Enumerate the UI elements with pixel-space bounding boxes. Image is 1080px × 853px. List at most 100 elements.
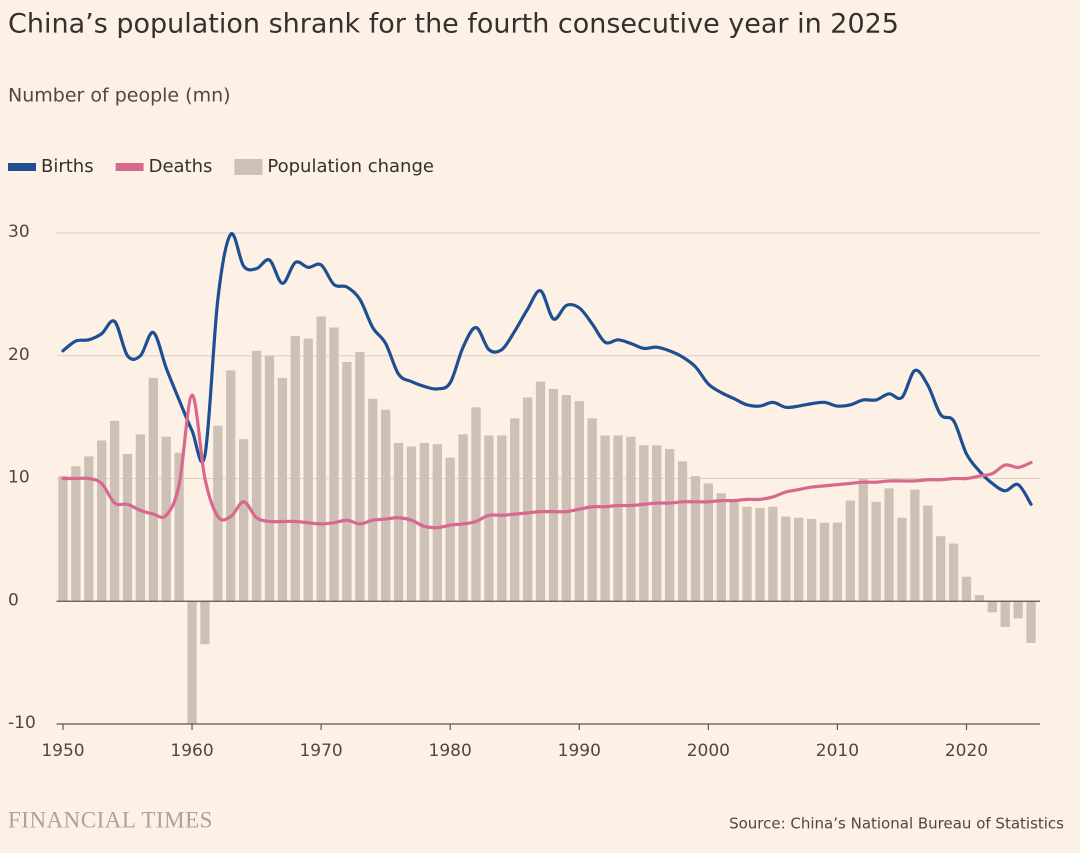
x-tick-label: 1970 <box>299 741 342 761</box>
bar <box>716 493 726 602</box>
bar <box>510 418 520 602</box>
bar <box>406 446 417 602</box>
bar <box>948 543 959 602</box>
plot-area: -10 0 10 20 30 1950 1960 1970 1980 1990 2000 2010 20… <box>8 222 1040 761</box>
bar <box>936 536 946 602</box>
chart-subtitle: Number of people (mn) <box>8 85 231 107</box>
bar <box>639 445 649 602</box>
bar <box>303 338 313 602</box>
bar <box>535 381 546 602</box>
x-tick-label: 2010 <box>816 741 859 761</box>
legend-swatch <box>234 159 263 175</box>
bar <box>561 395 572 602</box>
bar <box>71 466 81 602</box>
bar <box>200 601 210 645</box>
bar <box>677 461 688 602</box>
bar <box>871 501 881 602</box>
bar <box>613 435 623 602</box>
bar <box>355 352 365 602</box>
bar <box>574 401 584 602</box>
bar <box>664 449 675 602</box>
bar <box>458 434 468 602</box>
bar <box>484 435 494 602</box>
bar <box>961 576 972 602</box>
bar <box>832 522 843 602</box>
x-tick-label: 1960 <box>170 741 213 761</box>
y-tick-label: 0 <box>8 590 19 610</box>
bar <box>239 439 249 602</box>
bar <box>497 435 507 602</box>
bar <box>122 453 133 602</box>
bar <box>84 456 94 602</box>
legend: Births Deaths Population change <box>8 156 434 177</box>
bar <box>703 483 713 602</box>
y-tick-label: -10 <box>8 713 36 733</box>
bar <box>974 595 985 602</box>
legend-label: Births <box>41 156 94 177</box>
bar <box>58 476 68 602</box>
brand: FINANCIAL TIMES <box>8 807 213 832</box>
bar <box>277 377 288 602</box>
bar <box>729 499 739 602</box>
lines <box>61 232 1033 530</box>
bar <box>884 488 894 602</box>
line <box>61 393 1033 530</box>
legend-label: Deaths <box>149 156 213 177</box>
bar <box>794 517 804 602</box>
bar <box>690 476 701 602</box>
y-tick-label: 30 <box>8 222 30 242</box>
legend-swatch <box>115 163 144 171</box>
x-tick-label: 2020 <box>945 741 988 761</box>
bar <box>600 435 610 602</box>
bar <box>381 409 391 602</box>
bar <box>251 350 262 602</box>
bar <box>264 355 275 602</box>
bar <box>768 506 778 602</box>
bar <box>148 377 158 602</box>
bar <box>471 407 481 602</box>
bar <box>781 516 791 602</box>
bar <box>910 489 920 602</box>
bar <box>342 361 352 602</box>
bar <box>226 370 236 602</box>
bar <box>161 436 171 602</box>
chart-title: China’s population shrank for the fourth… <box>8 9 899 40</box>
x-tick-label: 1950 <box>41 741 84 761</box>
bar <box>368 398 378 602</box>
bar <box>329 327 339 602</box>
bar <box>548 388 559 602</box>
bar <box>445 457 455 602</box>
bar <box>135 434 146 602</box>
bar <box>819 522 830 602</box>
bar <box>97 440 107 602</box>
bar <box>1026 601 1036 643</box>
bar <box>393 442 404 602</box>
bar <box>174 452 184 602</box>
bar <box>213 425 223 602</box>
legend-label: Population change <box>267 156 434 177</box>
bar <box>1013 601 1023 619</box>
bar <box>109 420 120 602</box>
bar <box>755 507 765 602</box>
bar <box>742 506 752 602</box>
y-tick-label: 10 <box>8 468 30 488</box>
bar <box>1000 601 1010 628</box>
bars <box>58 316 1036 724</box>
bar <box>187 601 197 724</box>
bar <box>923 505 933 602</box>
line <box>61 232 1033 506</box>
bar <box>522 397 533 602</box>
legend-swatch <box>8 163 36 171</box>
bar <box>419 442 430 602</box>
y-tick-label: 20 <box>8 345 30 365</box>
bar <box>432 444 442 602</box>
bar <box>858 478 868 602</box>
bar <box>987 601 997 613</box>
bar <box>806 519 817 602</box>
x-tick-label: 1980 <box>429 741 472 761</box>
bar <box>587 418 597 602</box>
x-tick-label: 2000 <box>687 741 730 761</box>
bar <box>652 445 662 602</box>
